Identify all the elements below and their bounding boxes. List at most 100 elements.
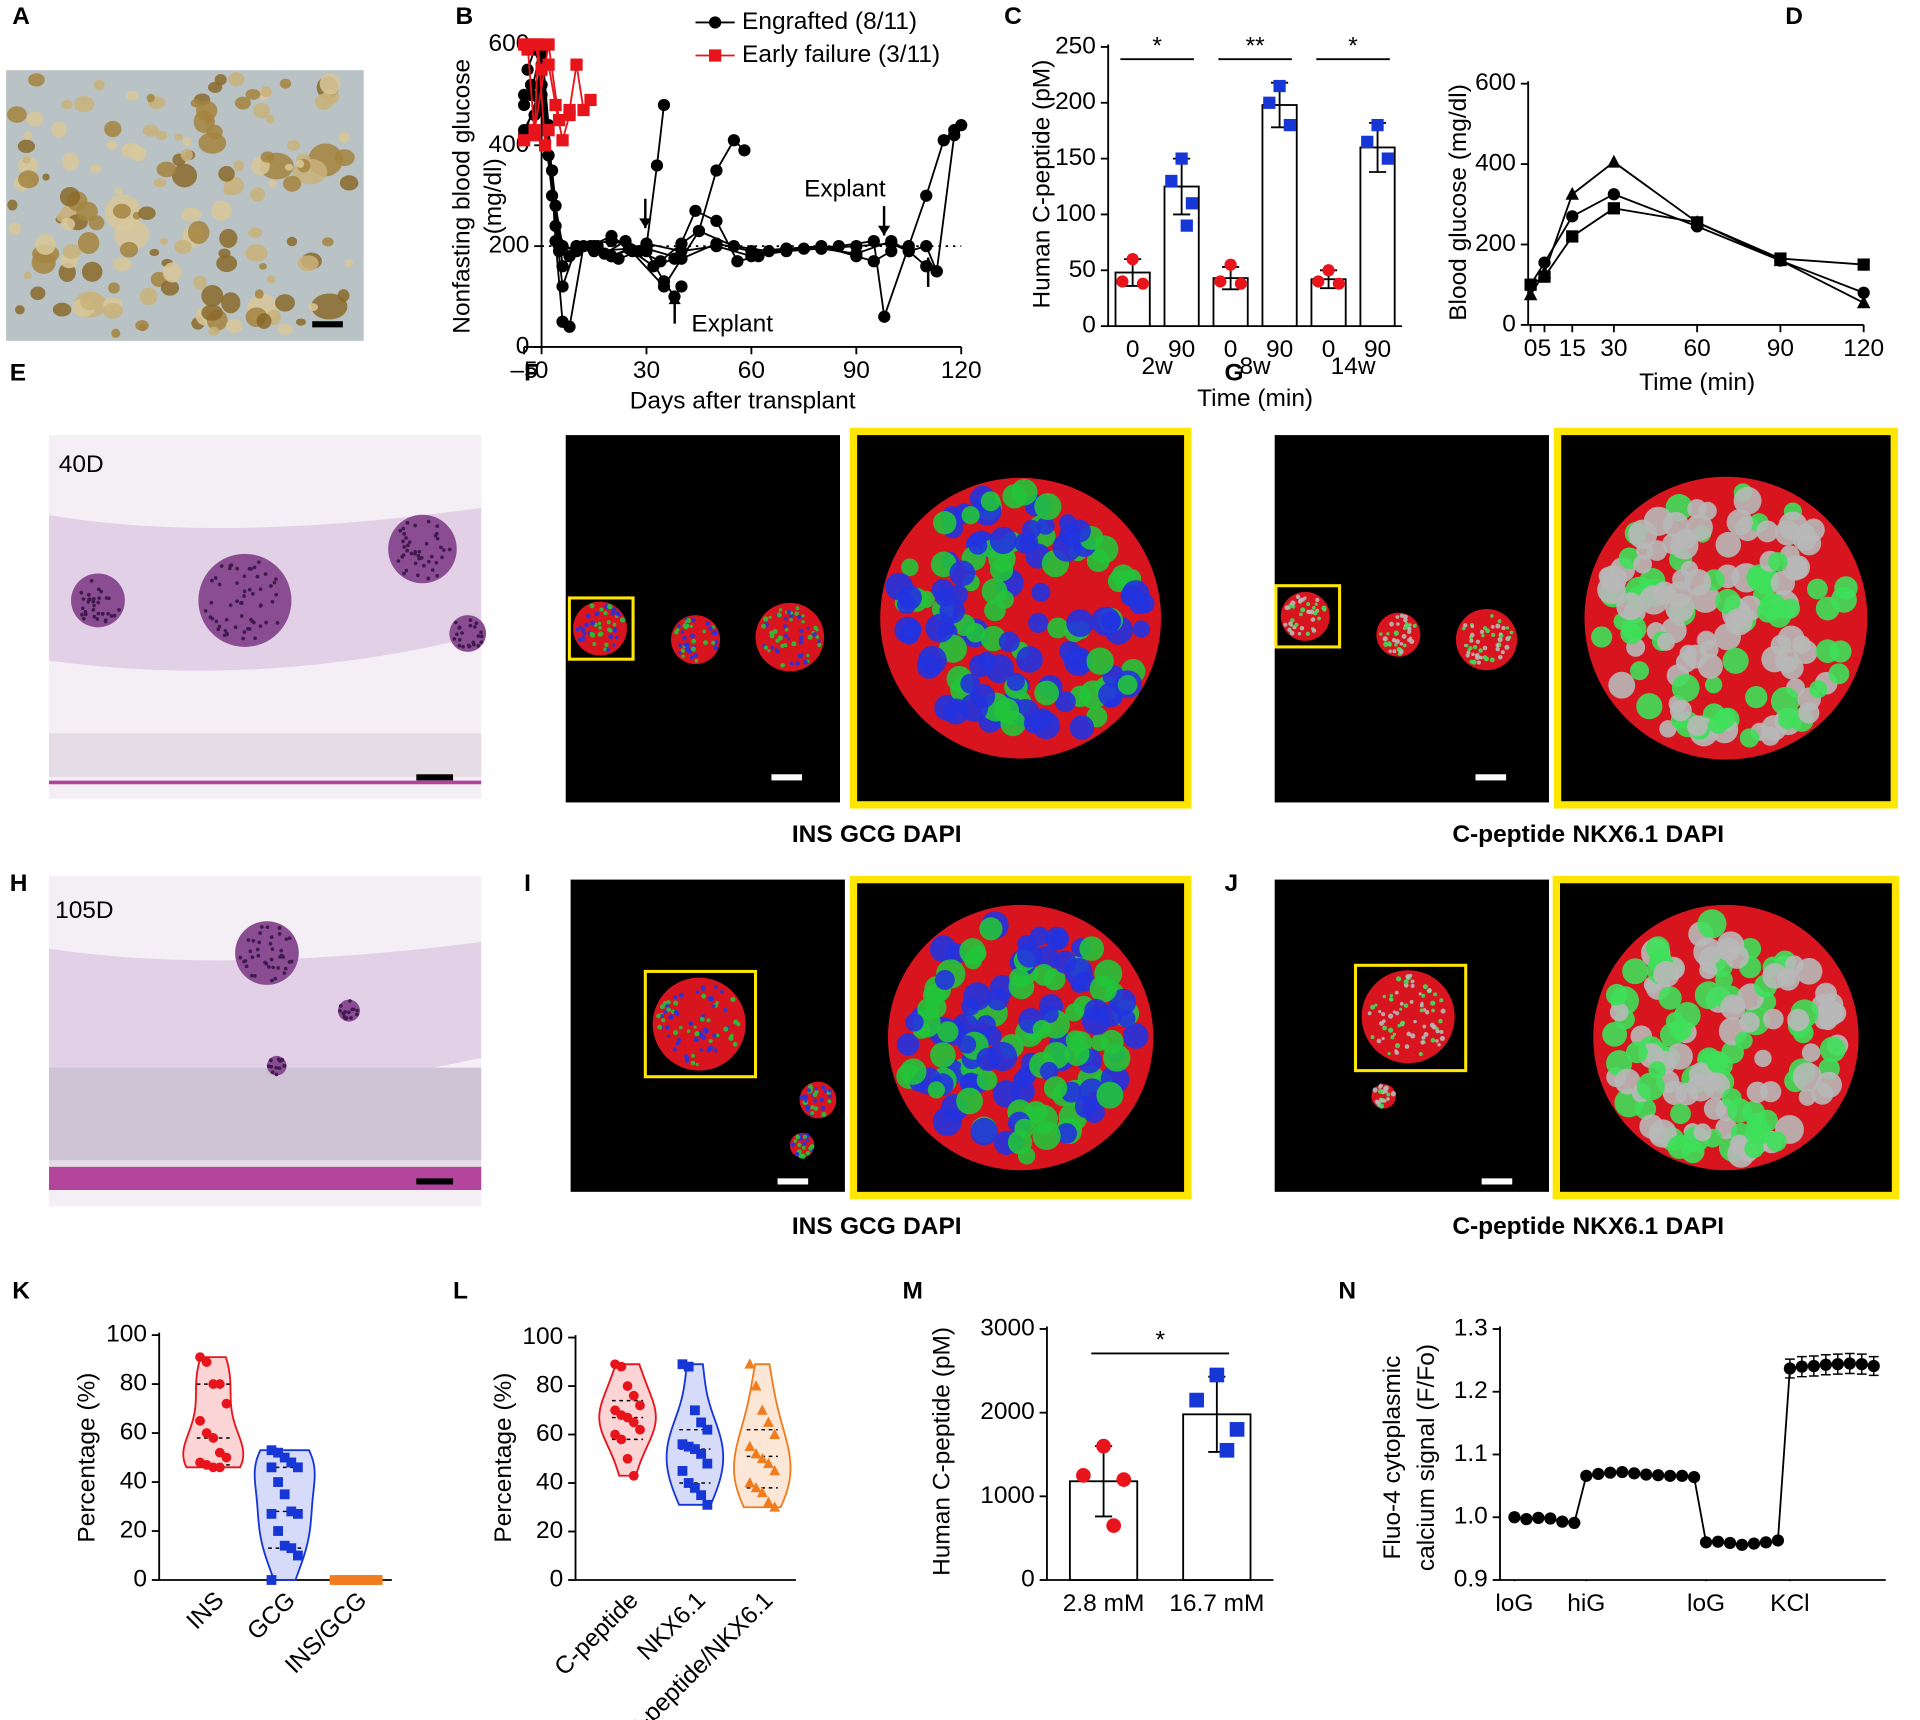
cell — [603, 647, 608, 652]
arrow-head — [668, 294, 681, 305]
cell — [584, 622, 589, 628]
cell — [828, 1088, 832, 1093]
cell — [689, 655, 694, 660]
cell — [989, 558, 1014, 582]
cell-cluster — [17, 139, 36, 153]
marker — [584, 93, 597, 107]
x-tick-label: loG — [1495, 1590, 1533, 1617]
cell-cluster — [208, 326, 220, 336]
cell — [784, 633, 788, 638]
cell-cluster — [112, 257, 132, 272]
cell — [903, 619, 922, 639]
cell — [589, 631, 594, 636]
cell — [1671, 674, 1700, 702]
cell — [686, 1029, 691, 1034]
cell — [1499, 632, 1503, 636]
cell — [1403, 1003, 1409, 1008]
y-tick-label: 150 — [1055, 144, 1096, 171]
cell — [776, 650, 780, 654]
cell — [815, 635, 820, 639]
nucleus — [413, 549, 418, 554]
marker — [1628, 1467, 1641, 1480]
cell-cluster — [250, 187, 265, 202]
cell — [786, 609, 791, 614]
nucleus — [461, 644, 465, 649]
nucleus — [277, 932, 282, 936]
cell — [1715, 970, 1733, 989]
cell — [611, 607, 617, 613]
marker — [517, 98, 531, 112]
tissue — [48, 733, 482, 777]
cell — [1401, 633, 1407, 639]
nucleus — [402, 545, 407, 549]
y-axis-label: Nonfasting blood glucose — [448, 59, 475, 334]
nucleus — [91, 599, 96, 604]
cell-cluster — [245, 89, 261, 100]
cell-cluster — [139, 287, 158, 306]
marker — [1136, 277, 1150, 290]
tissue — [48, 942, 482, 1091]
nucleus — [468, 623, 473, 628]
cell-cluster — [219, 228, 238, 248]
cell — [702, 629, 706, 634]
cell-cluster — [159, 237, 168, 245]
marker — [517, 88, 531, 102]
cell-cluster — [296, 159, 305, 168]
cell — [1675, 1082, 1699, 1106]
cell — [1379, 1098, 1384, 1103]
marker — [769, 1501, 781, 1512]
cell — [1809, 680, 1828, 699]
cell — [1716, 937, 1741, 962]
nucleus — [83, 612, 88, 617]
cell — [577, 637, 583, 642]
x-axis-label: Days after transplant — [630, 388, 856, 415]
cell — [1423, 1032, 1429, 1037]
x-tick-label: 5 — [1538, 335, 1552, 362]
cell — [1777, 625, 1805, 653]
nucleus — [396, 559, 401, 563]
marker — [744, 1358, 756, 1369]
marker — [563, 103, 576, 117]
cell — [965, 623, 986, 643]
cell — [801, 614, 805, 618]
y-tick-label: 100 — [1055, 200, 1096, 227]
group-label: 14w — [1331, 353, 1376, 380]
cell — [1667, 1134, 1692, 1160]
nucleus — [210, 578, 214, 583]
nucleus — [343, 1016, 348, 1021]
marker — [744, 1440, 756, 1452]
cell — [1636, 1072, 1665, 1101]
cell — [1382, 636, 1388, 642]
marker — [521, 63, 534, 76]
cell — [1439, 1029, 1444, 1035]
cell — [1500, 650, 1505, 655]
cell — [1013, 1070, 1031, 1089]
tissue — [48, 1166, 482, 1190]
cell — [795, 661, 800, 666]
cell — [802, 1094, 808, 1100]
cell — [1669, 699, 1692, 722]
tissue — [48, 780, 482, 785]
x-tick-label: –5 — [510, 357, 537, 384]
cell — [1633, 554, 1653, 574]
marker — [221, 1398, 232, 1409]
cell — [1599, 565, 1627, 593]
cell — [582, 631, 587, 636]
cell — [1465, 653, 1470, 658]
cell — [1388, 643, 1392, 647]
marker — [542, 124, 555, 137]
cell — [1389, 993, 1394, 998]
marker — [1175, 152, 1188, 165]
marker — [1604, 1466, 1617, 1479]
marker — [683, 1441, 694, 1452]
cell-cluster — [160, 279, 180, 296]
cell — [812, 1092, 818, 1098]
cell — [612, 643, 616, 647]
nucleus — [460, 631, 464, 635]
x-tick-label: 120 — [1843, 335, 1884, 362]
cell — [1394, 1042, 1401, 1049]
cell-cluster — [81, 261, 103, 282]
nucleus — [435, 536, 440, 541]
nucleus — [242, 574, 247, 579]
nucleus — [452, 637, 457, 641]
